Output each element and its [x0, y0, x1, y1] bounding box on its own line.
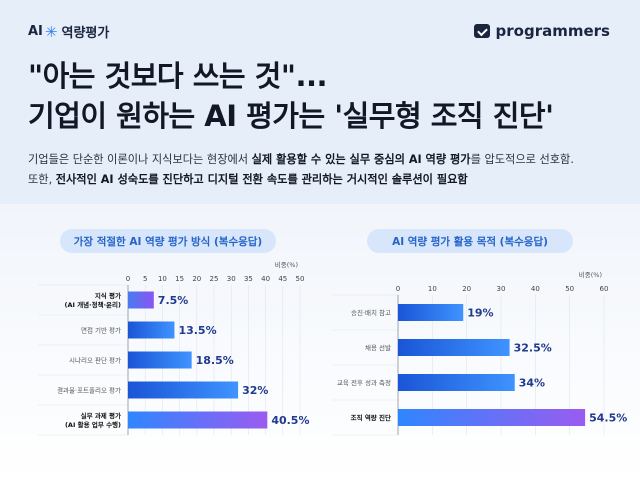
data-label: 19% — [467, 307, 493, 320]
tick-label: 10 — [158, 275, 167, 283]
page-title: "아는 것보다 쓰는 것"... 기업이 원하는 AI 평가는 '실무형 조직 … — [28, 56, 618, 136]
unit-label: 비중(%) — [275, 260, 298, 269]
category-label: 지식 평가 — [95, 291, 121, 300]
category-label: (AI 활용 업무 수행) — [65, 420, 121, 429]
summary-line-2-part-a: 또한, — [28, 173, 56, 186]
evaluation-method-chart: 비중(%) 0 5 10 15 20 25 30 35 40 45 50 7.5% 지식 평가(AI 개념… — [38, 260, 309, 436]
data-label: 32.5% — [514, 342, 552, 355]
tick-label: 40 — [261, 275, 270, 283]
data-label: 13.5% — [178, 324, 216, 337]
category-label: (AI 개념·정책·윤리) — [65, 300, 122, 309]
bar — [128, 321, 175, 339]
programmers-logo-icon — [473, 24, 490, 38]
logo-text: 역량평가 — [61, 26, 110, 41]
summary-line-2-emphasis: 전사적인 AI 성숙도를 진단하고 디지털 전환 속도를 관리하는 거시적인 솔… — [55, 173, 468, 186]
category-label: 조직 역량 진단 — [351, 413, 391, 422]
evaluation-purpose-chart: 비중(%) 0 10 20 30 40 50 60 19% 승진·배치 참고 32.5% 채용 선발 3… — [332, 270, 627, 436]
unit-label: 비중(%) — [579, 270, 602, 279]
chart-1-title: 가장 적절한 AI 역량 평가 방식 (복수응답) — [60, 229, 276, 253]
bar — [128, 411, 268, 429]
summary-line-1-emphasis: 실제 활용할 수 있는 실무 중심의 AI 역량 평가 — [251, 153, 471, 166]
programmers-logo: programmers — [473, 22, 610, 40]
data-label: 7.5% — [158, 294, 189, 307]
category-label: 채용 선발 — [365, 343, 391, 352]
header-section: AI ✳ 역량평가 programmers "아는 것보다 쓰는 것"... 기… — [0, 0, 640, 204]
category-label: 실무 과제 평가 — [81, 411, 121, 420]
bar — [398, 409, 586, 426]
bar — [128, 381, 239, 399]
tick-label: 0 — [126, 275, 130, 283]
tick-label: 50 — [296, 275, 305, 283]
data-label: 40.5% — [271, 414, 309, 427]
data-label: 32% — [242, 384, 268, 397]
data-label: 18.5% — [196, 354, 234, 367]
chart-2-title: AI 역량 평가 활용 목적 (복수응답) — [367, 229, 573, 253]
data-label: 54.5% — [589, 412, 627, 425]
headline-line-2: 기업이 원하는 AI 평가는 '실무형 조직 진단' — [28, 99, 554, 133]
bar — [398, 339, 510, 356]
tick-label: 5 — [143, 275, 147, 283]
headline-line-1: "아는 것보다 쓰는 것"... — [28, 59, 328, 93]
data-label: 34% — [519, 377, 545, 390]
bar — [128, 351, 192, 369]
bar — [128, 291, 154, 309]
category-label: 승진·배치 참고 — [351, 308, 391, 317]
summary-text: 기업들은 단순한 이론이나 지식보다는 현장에서 실제 활용할 수 있는 실무 … — [28, 150, 628, 190]
tick-label: 50 — [565, 285, 574, 293]
tick-label: 40 — [531, 285, 540, 293]
summary-line-1-part-a: 기업들은 단순한 이론이나 지식보다는 현장에서 — [28, 153, 252, 166]
summary-line-1: 기업들은 단순한 이론이나 지식보다는 현장에서 실제 활용할 수 있는 실무 … — [28, 150, 628, 170]
category-label: 면접 기반 평가 — [81, 326, 121, 335]
tick-label: 20 — [462, 285, 471, 293]
tick-label: 30 — [497, 285, 506, 293]
category-label: 시나리오 판단 평가 — [69, 356, 121, 365]
category-label: 결과물·포트폴리오 평가 — [57, 386, 121, 395]
sparkle-icon: ✳ — [44, 22, 58, 41]
category-label: 교육 전후 성과 측정 — [337, 378, 391, 387]
summary-line-2: 또한, 전사적인 AI 성숙도를 진단하고 디지털 전환 속도를 관리하는 거시… — [28, 170, 628, 190]
bar — [398, 304, 464, 321]
tick-label: 45 — [278, 275, 287, 283]
logo-ai-text: AI — [28, 24, 43, 39]
tick-label: 60 — [600, 285, 609, 293]
tick-label: 30 — [227, 275, 236, 283]
tick-label: 35 — [244, 275, 253, 283]
tick-label: 20 — [192, 275, 201, 283]
summary-line-1-part-c: 를 압도적으로 선호함. — [470, 153, 574, 166]
brand-name: programmers — [495, 22, 610, 40]
bar — [398, 374, 515, 391]
tick-label: 0 — [396, 285, 400, 293]
tick-label: 10 — [428, 285, 437, 293]
tick-label: 25 — [210, 275, 219, 283]
ai-assessment-logo: AI ✳ 역량평가 — [28, 22, 110, 42]
tick-label: 15 — [175, 275, 184, 283]
